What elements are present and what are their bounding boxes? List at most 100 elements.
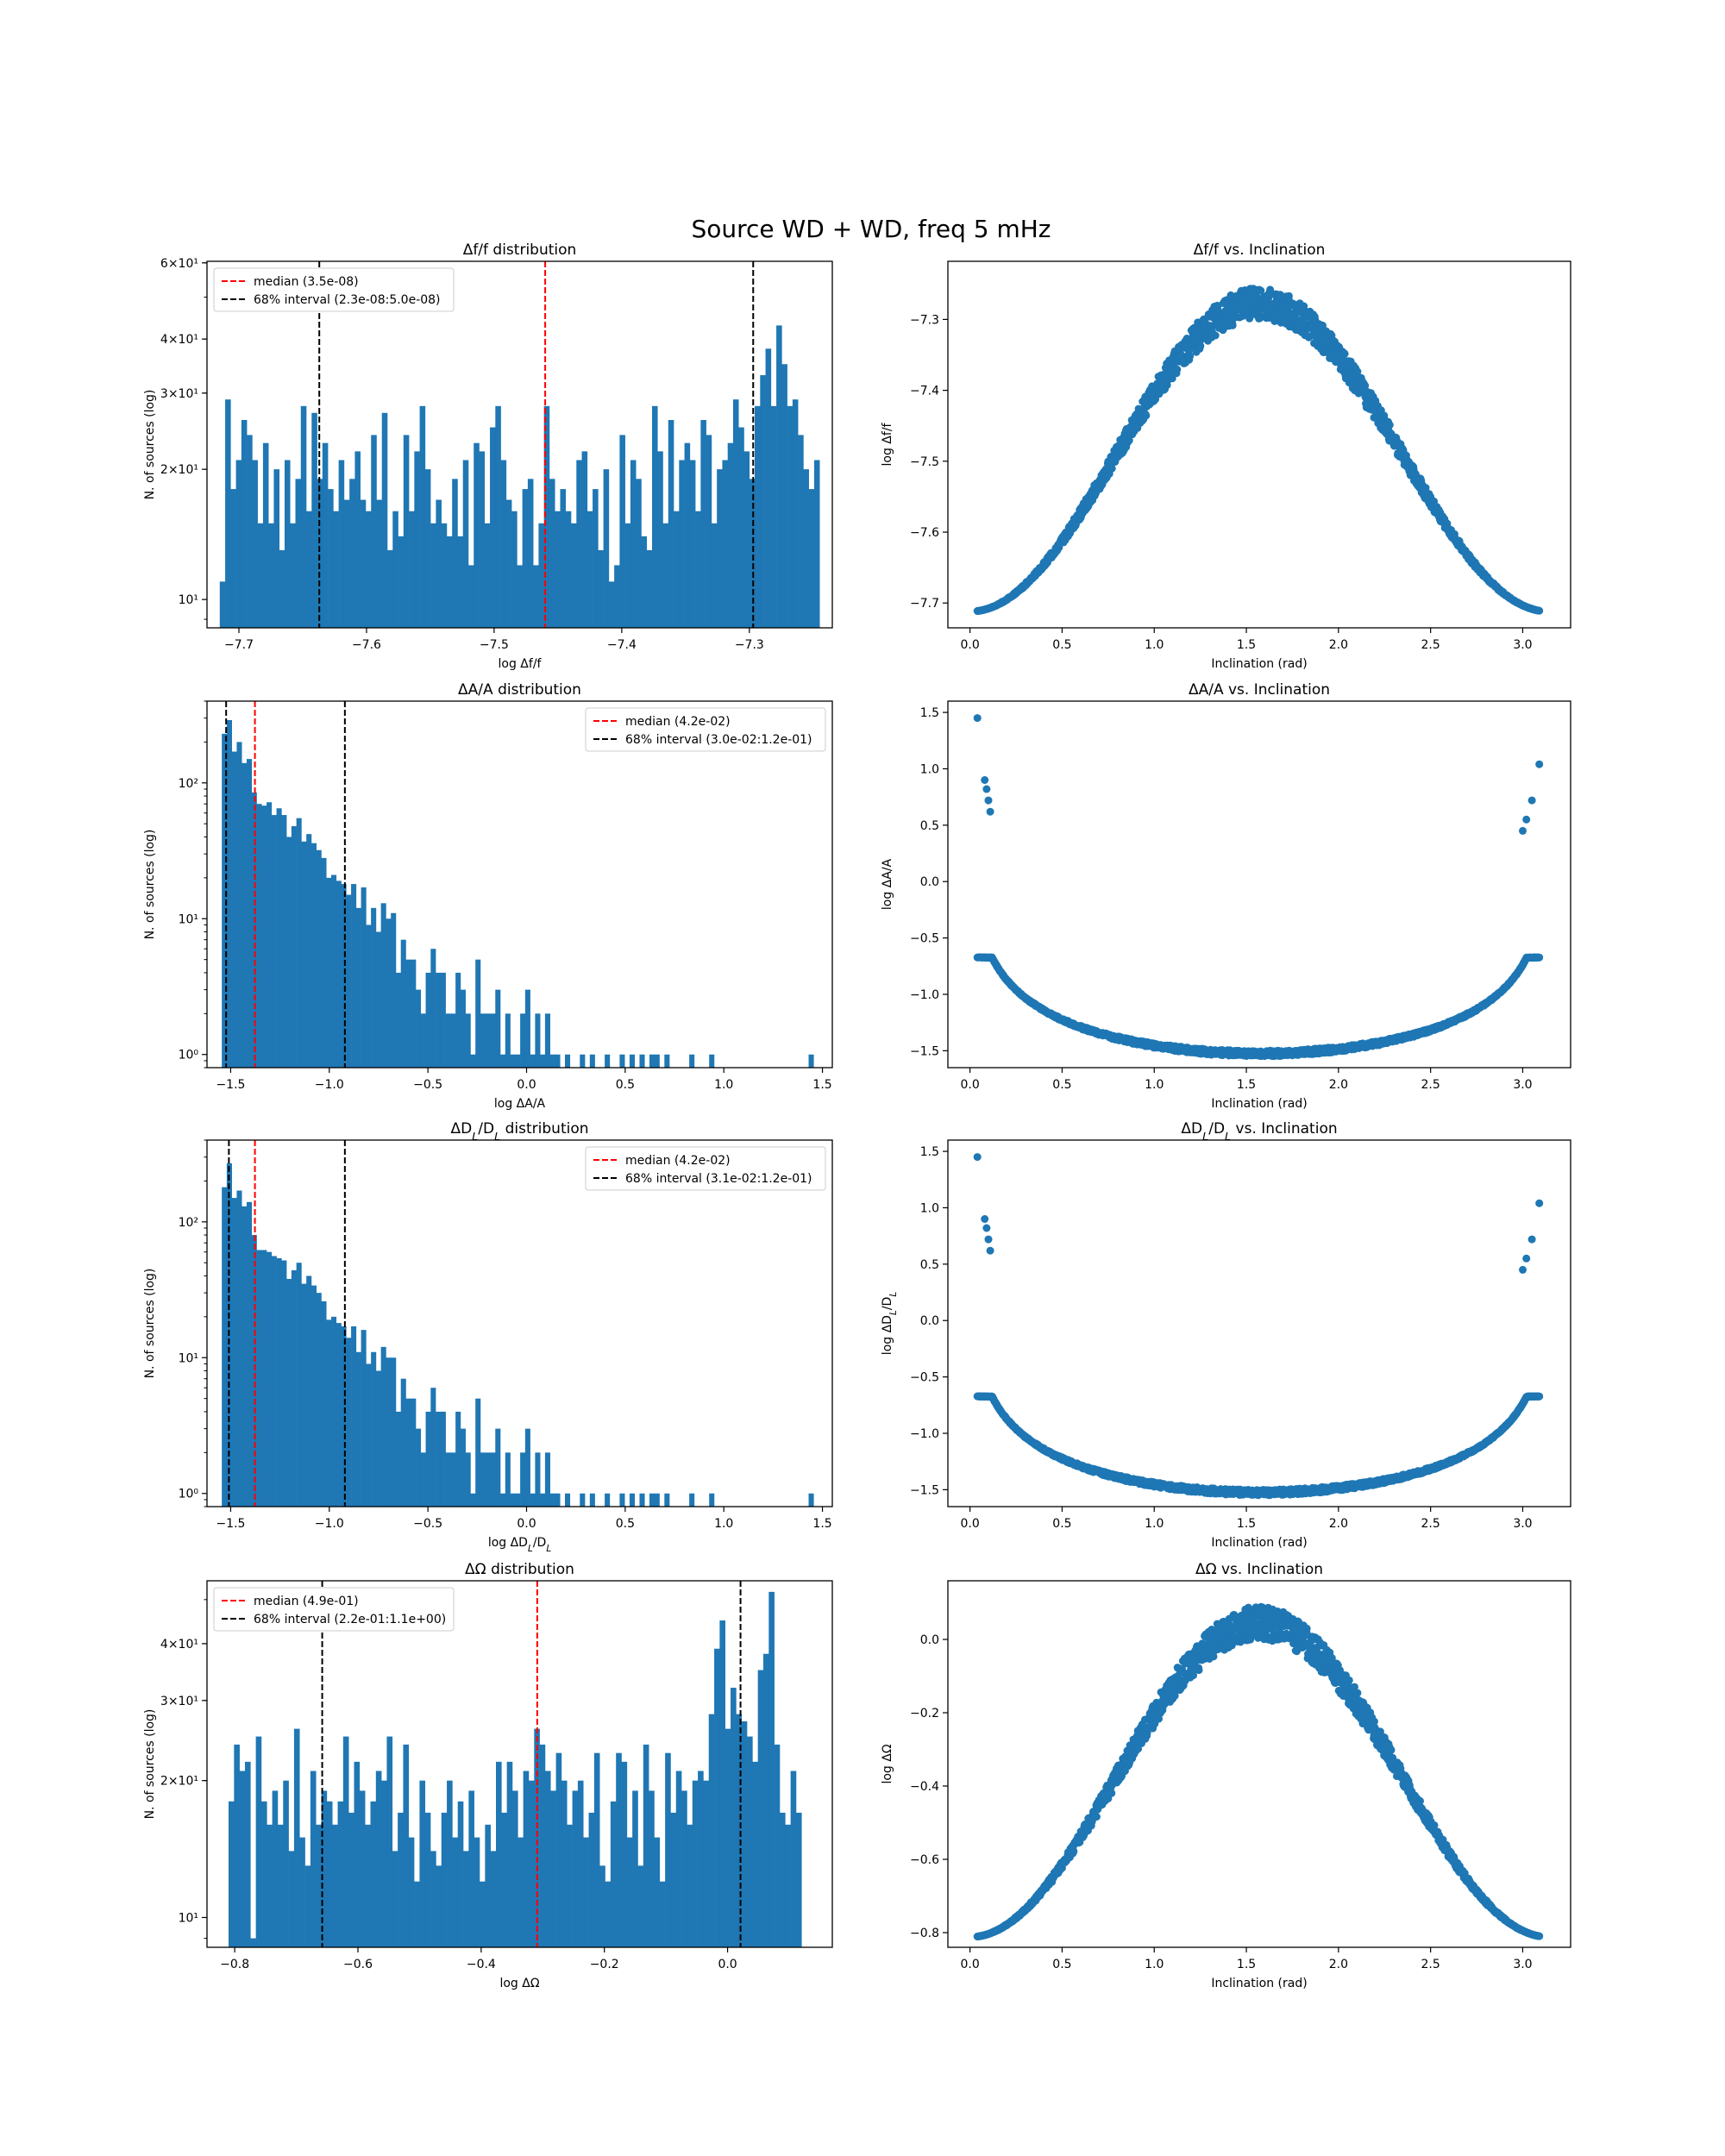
y-tick-label: 0.0 (920, 875, 939, 889)
histogram-bar (522, 489, 529, 628)
x-tick-label: 1.0 (714, 1517, 733, 1531)
histogram-bar (462, 460, 469, 628)
x-axis-label: Inclination (rad) (1211, 1097, 1307, 1111)
histogram-bar (411, 1398, 417, 1507)
histogram-bar (768, 1591, 775, 1947)
scatter-point (1211, 331, 1220, 340)
histogram-bar (495, 405, 501, 628)
histogram-bar (387, 549, 393, 628)
histogram-bar (430, 949, 436, 1068)
scatter-point (984, 796, 993, 805)
histogram-bar (306, 834, 312, 1068)
histogram-bar (380, 903, 386, 1068)
histogram-bar (381, 1780, 387, 1947)
histogram-bar (262, 442, 269, 628)
histogram-bar (255, 1736, 262, 1947)
histogram-bar (675, 1771, 682, 1947)
histogram-bar (550, 1790, 556, 1947)
histogram-bar (336, 1323, 342, 1507)
histogram-bar (386, 918, 392, 1068)
scatter-point (1361, 381, 1370, 390)
legend: median (4.2e-02)68% interval (3.1e-02:1.… (585, 1146, 826, 1191)
histogram-bar (276, 1257, 282, 1507)
histogram-bar (593, 1752, 600, 1947)
histogram-bar (549, 1054, 555, 1068)
x-tick-label: 1.5 (1237, 1078, 1256, 1092)
histogram-bar (455, 972, 461, 1068)
x-tick-label: −1.0 (315, 1078, 344, 1092)
histogram-bar (505, 1013, 511, 1068)
histogram-bar (511, 1790, 518, 1947)
histogram-bar (436, 1865, 442, 1947)
histogram-bar (719, 1620, 726, 1947)
histogram-bar (706, 435, 712, 628)
histogram-bar (687, 1824, 693, 1947)
axes-frame (947, 260, 1571, 629)
x-tick-label: 1.5 (812, 1078, 831, 1092)
histogram-bar (365, 1824, 371, 1947)
histogram-bar (460, 989, 466, 1068)
histogram-bar (230, 489, 236, 628)
histogram-bar (430, 1851, 436, 1947)
y-tick-label: −1.0 (910, 988, 939, 1002)
histogram-bar (572, 1790, 579, 1947)
histogram-bar (271, 815, 277, 1068)
y-tick-label: 2×10¹ (160, 463, 198, 477)
histogram-bar (755, 405, 761, 628)
histogram-bar (405, 1398, 411, 1507)
histogram-bar (692, 1780, 699, 1947)
histogram-panel-1: median (3.5e-08)68% interval (2.3e-08:5.… (143, 241, 833, 671)
histogram-bar (520, 1013, 526, 1068)
histogram-bar (468, 1790, 474, 1947)
x-tick-label: −1.5 (216, 1517, 245, 1531)
histogram-bar (700, 419, 706, 628)
histogram-bar (346, 894, 352, 1068)
histogram-bar (370, 1801, 377, 1947)
scatter-point (1125, 436, 1133, 445)
histogram-bar (455, 1411, 461, 1507)
histogram-bar (632, 1790, 638, 1947)
scatter-point (1535, 760, 1544, 768)
histogram-bar (540, 1054, 546, 1068)
histogram-bar (260, 1801, 267, 1947)
scatter-points (973, 285, 1544, 615)
histogram-bar (593, 489, 599, 628)
y-tick-label: 6×10¹ (160, 257, 198, 271)
histogram-bar (425, 972, 431, 1068)
axes-frame (206, 1139, 833, 1507)
y-tick-label: −7.7 (910, 597, 939, 611)
histogram-bar (450, 1452, 456, 1507)
y-tick-label: 10¹ (179, 1911, 198, 1925)
histogram-bar (261, 805, 267, 1068)
histogram-bar (457, 536, 464, 628)
histogram-bar (580, 1493, 586, 1507)
histogram-bar (361, 1330, 367, 1507)
histogram-bar (763, 1653, 769, 1947)
x-axis-label: log ΔΩ (499, 1977, 539, 1990)
histogram-bar (524, 1428, 530, 1507)
y-tick-label: 10² (179, 777, 198, 791)
x-tick-label: 2.0 (1329, 1078, 1348, 1092)
histogram-bar (290, 523, 296, 628)
histogram-bar (484, 523, 491, 628)
y-tick-label: −7.6 (910, 526, 939, 540)
histogram-bar (267, 1251, 273, 1507)
histogram-bar (589, 1493, 595, 1507)
y-tick-label: 4×10¹ (160, 1638, 198, 1651)
histogram-bar (460, 1428, 466, 1507)
histogram-bar (411, 959, 417, 1068)
axes-frame (206, 260, 833, 629)
histogram-bar (741, 1720, 748, 1947)
x-tick-label: −0.4 (467, 1958, 496, 1971)
histogram-bar (268, 523, 274, 628)
histogram-bar (639, 1493, 645, 1507)
histogram-bar (727, 442, 734, 628)
histogram-bar (251, 1235, 257, 1507)
histogram-bar (555, 1493, 561, 1507)
histogram-bar (348, 1812, 354, 1947)
axes-frame (206, 700, 833, 1069)
histogram-bar (300, 405, 307, 628)
histogram-bar (561, 1780, 568, 1947)
histogram-bar (474, 442, 480, 628)
